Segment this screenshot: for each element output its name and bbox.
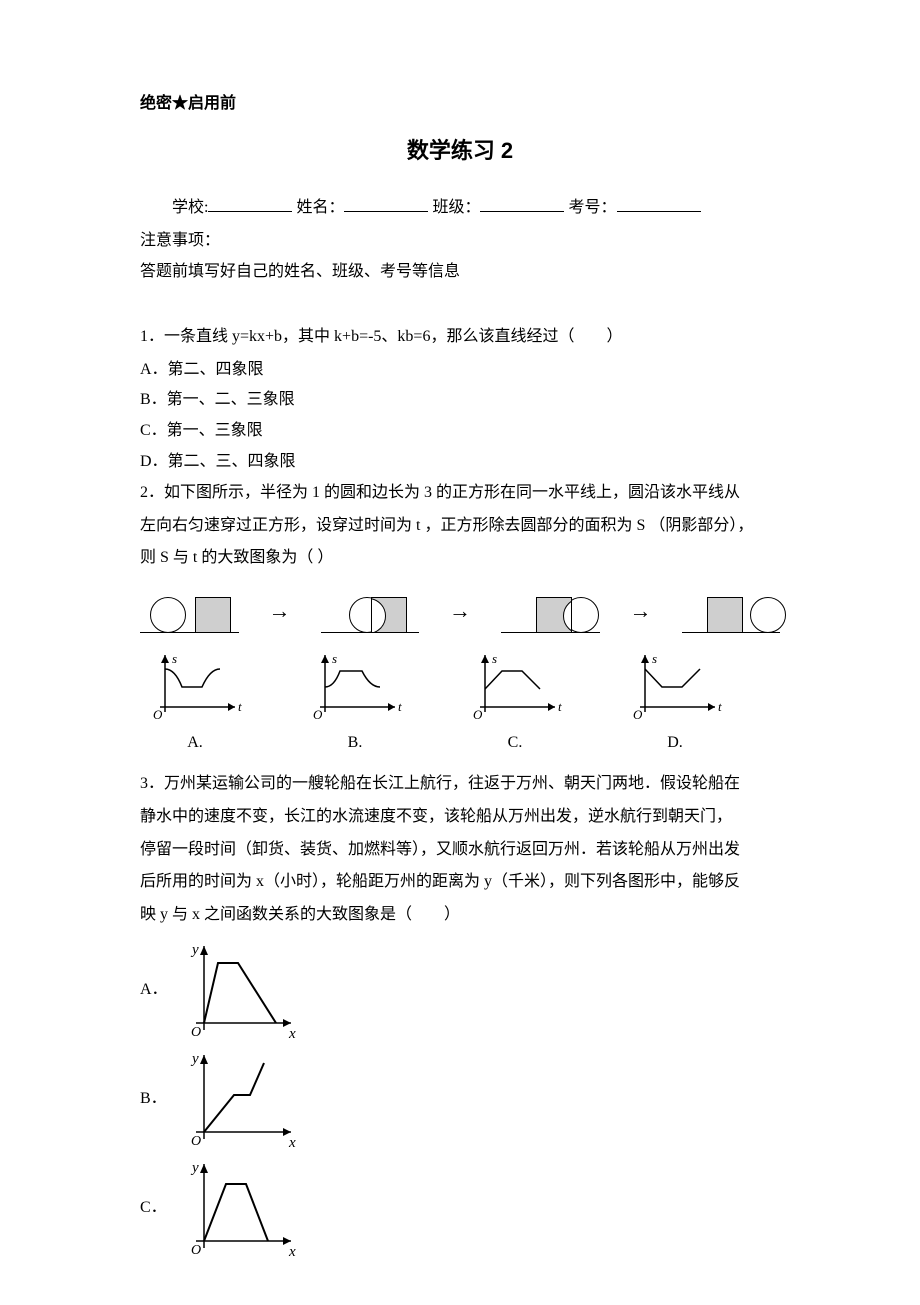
q3-label-a: A． bbox=[140, 976, 164, 1005]
q2-graph-b: s t O B. bbox=[300, 647, 410, 758]
q2-frame-2 bbox=[321, 581, 420, 641]
svg-text:s: s bbox=[652, 651, 657, 666]
svg-text:t: t bbox=[398, 699, 402, 714]
svg-text:x: x bbox=[288, 1135, 296, 1151]
q2-graph-d: s t O D. bbox=[620, 647, 730, 758]
class-label: 班级： bbox=[432, 199, 480, 216]
q1-option-c: C．第一、三象限 bbox=[140, 417, 780, 446]
svg-text:s: s bbox=[332, 651, 337, 666]
svg-text:O: O bbox=[313, 707, 323, 722]
q2-stem-l1: 2．如下图所示，半径为 1 的圆和边长为 3 的正方形在同一水平线上，圆沿该水平… bbox=[140, 479, 780, 508]
q3-graph-a: y x O bbox=[176, 938, 306, 1043]
svg-text:y: y bbox=[190, 1160, 199, 1176]
svg-text:s: s bbox=[492, 651, 497, 666]
school-label: 学校: bbox=[172, 199, 208, 216]
q3-option-a: A． y x O bbox=[140, 938, 780, 1043]
q2-frame-3 bbox=[501, 581, 600, 641]
page-title: 数学练习 2 bbox=[140, 131, 780, 171]
name-blank[interactable] bbox=[344, 196, 428, 212]
name-label: 姓名： bbox=[296, 199, 344, 216]
svg-text:O: O bbox=[473, 707, 483, 722]
svg-text:x: x bbox=[288, 1026, 296, 1042]
q2-label-b: B. bbox=[300, 729, 410, 758]
q3-option-c: C． y x O bbox=[140, 1156, 780, 1261]
svg-text:O: O bbox=[191, 1243, 201, 1258]
q3-graph-b: y x O bbox=[176, 1047, 306, 1152]
q2-graph-row: s t O A. s t O B. bbox=[140, 647, 780, 758]
axis-o-label: O bbox=[153, 707, 163, 722]
q2-frame-4 bbox=[682, 581, 781, 641]
q2-graph-c: s t O C. bbox=[460, 647, 570, 758]
q3-stem-l2: 静水中的速度不变，长江的水流速度不变，该轮船从万州出发，逆水航行到朝天门， bbox=[140, 803, 780, 832]
q3-label-b: B． bbox=[140, 1085, 164, 1114]
svg-text:t: t bbox=[558, 699, 562, 714]
svg-text:x: x bbox=[288, 1244, 296, 1260]
q3-stem-l4: 后所用的时间为 x（小时），轮船距万州的距离为 y（千米），则下列各图形中，能够… bbox=[140, 868, 780, 897]
confidential-label: 绝密★启用前 bbox=[140, 90, 780, 119]
q3-stem-l5: 映 y 与 x 之间函数关系的大致图象是（ ） bbox=[140, 901, 780, 930]
q2-stem-l3: 则 S 与 t 的大致图象为（ ） bbox=[140, 544, 780, 573]
axis-s-label: s bbox=[172, 651, 177, 666]
q3-option-b: B． y x O bbox=[140, 1047, 780, 1152]
axis-t-label: t bbox=[238, 699, 242, 714]
q2-graph-a: s t O A. bbox=[140, 647, 250, 758]
arrow-icon: → bbox=[269, 591, 291, 631]
arrow-icon: → bbox=[630, 591, 652, 631]
class-blank[interactable] bbox=[480, 196, 564, 212]
svg-text:O: O bbox=[191, 1134, 201, 1149]
student-info-line: 学校: 姓名： 班级： 考号： bbox=[140, 194, 780, 223]
school-blank[interactable] bbox=[208, 196, 292, 212]
q2-label-d: D. bbox=[620, 729, 730, 758]
notice-heading: 注意事项： bbox=[140, 227, 780, 256]
q2-label-c: C. bbox=[460, 729, 570, 758]
q3-label-c: C． bbox=[140, 1194, 164, 1223]
q3-stem-l1: 3．万州某运输公司的一艘轮船在长江上航行，往返于万州、朝天门两地．假设轮船在 bbox=[140, 770, 780, 799]
q3-stem-l3: 停留一段时间（卸货、装货、加燃料等），又顺水航行返回万州．若该轮船从万州出发 bbox=[140, 836, 780, 865]
q1-option-d: D．第二、三、四象限 bbox=[140, 448, 780, 477]
q1-option-a: A．第二、四象限 bbox=[140, 356, 780, 385]
q2-label-a: A. bbox=[140, 729, 250, 758]
svg-text:y: y bbox=[190, 942, 199, 958]
notice-line: 答题前填写好自己的姓名、班级、考号等信息 bbox=[140, 258, 780, 287]
svg-text:O: O bbox=[191, 1025, 201, 1040]
q2-frame-1 bbox=[140, 581, 239, 641]
q2-figure-row: → → → bbox=[140, 581, 780, 758]
arrow-icon: → bbox=[449, 591, 471, 631]
examno-label: 考号： bbox=[568, 199, 616, 216]
svg-text:y: y bbox=[190, 1051, 199, 1067]
examno-blank[interactable] bbox=[617, 196, 701, 212]
q2-stem-l2: 左向右匀速穿过正方形，设穿过时间为 t ，正方形除去圆部分的面积为 S （阴影部… bbox=[140, 512, 780, 541]
svg-text:O: O bbox=[633, 707, 643, 722]
svg-text:t: t bbox=[718, 699, 722, 714]
q1-stem: 1．一条直线 y=kx+b，其中 k+b=-5、kb=6，那么该直线经过（ ） bbox=[140, 323, 780, 352]
q1-option-b: B．第一、二、三象限 bbox=[140, 386, 780, 415]
q3-graph-c: y x O bbox=[176, 1156, 306, 1261]
